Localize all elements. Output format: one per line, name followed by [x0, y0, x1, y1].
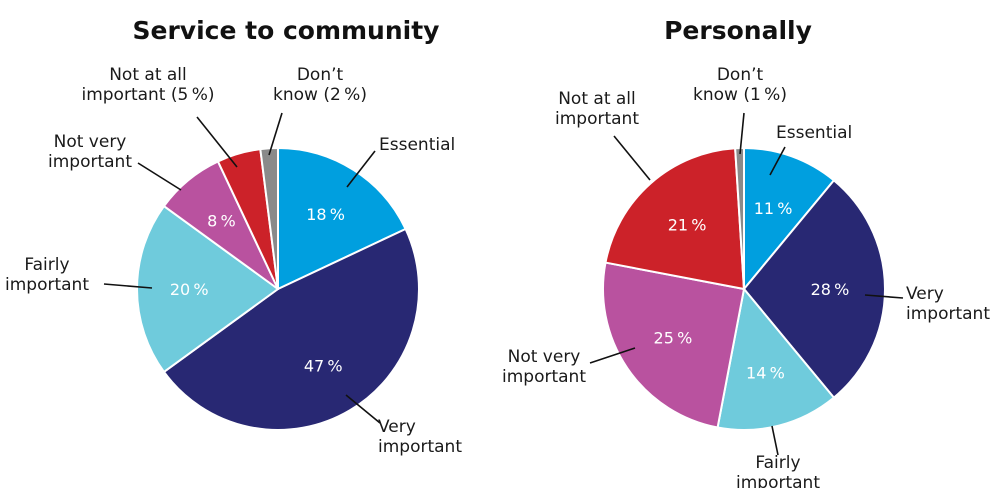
chart-title-service-to-community: Service to community — [133, 16, 440, 45]
slice-value-label-not-very-important: 25 % — [654, 328, 693, 347]
callout-label-dont-know: Don’t know (1 %) — [693, 65, 787, 105]
pie-chart-personally: Personally 11 %28 %14 %25 %21 %Essential… — [502, 16, 990, 488]
slice-labels: 18 % 47 % 20 % 8 % — [170, 205, 345, 376]
slice-labels: 11 % 28 % 14 % 25 % 21 % — [654, 199, 850, 382]
pie-slice-very-important — [162, 227, 420, 431]
slices — [136, 146, 420, 431]
pie-slice-dont-know — [259, 146, 279, 290]
slice-value-label-very-important: 28 % — [811, 280, 850, 299]
callout-label-essential: Essential — [776, 123, 852, 143]
callout-label-not-very-important: Not very important — [48, 132, 132, 172]
leader-line-not-very-important — [137, 162, 182, 191]
slice-value-label-essential: 18 % — [306, 205, 345, 224]
callout-label-not-very-important: Not very important — [502, 347, 586, 387]
pie-slice-fairly-important — [136, 205, 279, 373]
callout-label-dont-know: Don’t know (2 %) — [273, 65, 367, 105]
pie-slice-essential — [743, 147, 835, 290]
callout-label-very-important: Very important — [906, 284, 990, 324]
pie-slice-not-very-important — [602, 261, 745, 429]
pie-slice-not-at-all-important — [604, 147, 745, 290]
leader-line-dont-know — [268, 112, 283, 156]
callouts: Essential Very important Fairly important Not… — [5, 65, 462, 457]
pie-slice-fairly-important — [716, 288, 835, 431]
chart-title-personally: Personally — [664, 16, 812, 45]
leader-line-very-important — [345, 394, 381, 424]
pie-slice-dont-know — [734, 147, 745, 290]
callout-label-fairly-important: Fairly important — [736, 453, 820, 488]
callouts: Essential Very important Fairly important Not… — [502, 65, 990, 488]
slice-value-label-essential: 11 % — [754, 199, 793, 218]
leader-line-fairly-important — [103, 283, 153, 289]
slice-value-label-not-very-important: 8 % — [207, 212, 236, 231]
callout-label-not-at-all-important: Not at all important — [555, 89, 639, 129]
callout-label-very-important: Very important — [378, 417, 462, 457]
pie-slice-very-important — [743, 179, 886, 399]
slice-value-label-fairly-important: 20 % — [170, 280, 209, 299]
leader-line-not-very-important — [589, 347, 636, 364]
slice-value-label-fairly-important: 14 % — [746, 363, 785, 382]
slice-value-label-very-important: 47 % — [304, 357, 343, 376]
slice-value-label-not-at-all-important: 21 % — [668, 216, 707, 235]
pie-slice-essential — [277, 147, 407, 290]
leader-line-very-important — [864, 294, 904, 299]
leader-line-essential — [346, 150, 376, 188]
leader-line-essential — [769, 146, 786, 176]
leader-line-dont-know — [739, 112, 745, 155]
callout-label-essential: Essential — [379, 135, 455, 155]
slices — [602, 147, 886, 431]
callout-label-not-at-all-important: Not at all important (5 %) — [81, 65, 214, 105]
leader-line-not-at-all-important — [196, 116, 238, 168]
pie-chart-service-to-community: Service to community 18 %47 %20 %8 %Esse… — [5, 16, 462, 457]
callout-label-fairly-important: Fairly important — [5, 255, 89, 295]
leader-line-not-at-all-important — [613, 135, 651, 181]
leader-line-fairly-important — [771, 425, 779, 456]
